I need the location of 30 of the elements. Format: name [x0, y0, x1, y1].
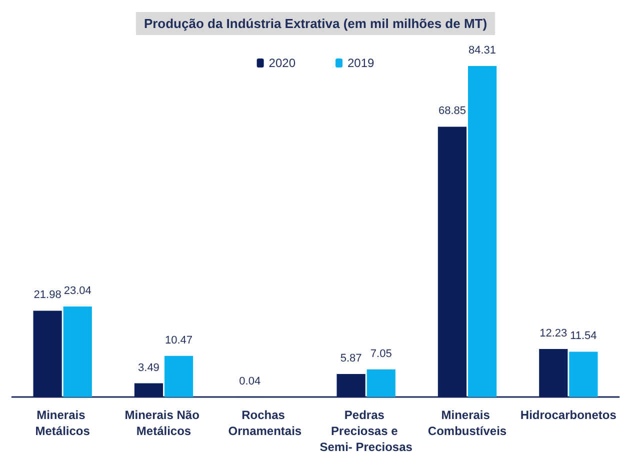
bar — [569, 352, 598, 397]
data-label: 11.54 — [570, 330, 597, 342]
bar — [438, 126, 467, 397]
data-label: 10.47 — [165, 334, 193, 346]
x-tick-label: Minerais Combustíveis — [428, 408, 507, 438]
bar — [164, 356, 194, 397]
data-label: 0.04 — [239, 375, 261, 388]
data-label: 7.05 — [370, 348, 392, 360]
chart-title: Produção da Indústria Extrativa (em mil milhões de MT) — [144, 16, 488, 31]
data-label: 21.98 — [34, 289, 62, 302]
x-tick-label: Minerais Não Metálicos — [124, 408, 203, 438]
data-label: 84.31 — [468, 44, 496, 56]
bar — [33, 310, 62, 397]
legend-label: 2020 — [268, 56, 296, 70]
x-tick-label: Hidrocarbonetos — [520, 408, 617, 422]
bar — [336, 374, 366, 397]
x-tick-label: Rochas Ornamentais — [228, 408, 302, 438]
data-label: 23.04 — [64, 285, 92, 298]
bar — [366, 369, 396, 397]
x-tick-label: Pedras Preciosas e Semi- Preciosas — [320, 408, 413, 454]
data-label: 12.23 — [540, 327, 568, 340]
bar — [539, 348, 568, 397]
data-label: 68.85 — [438, 105, 466, 118]
data-label: 5.87 — [340, 352, 362, 364]
data-label: 3.49 — [138, 362, 160, 374]
bar — [63, 306, 92, 397]
bar — [134, 383, 164, 397]
legend-label: 2019 — [348, 56, 375, 70]
x-tick-label: Minerais Metálicos — [35, 408, 90, 438]
bar — [468, 66, 497, 397]
